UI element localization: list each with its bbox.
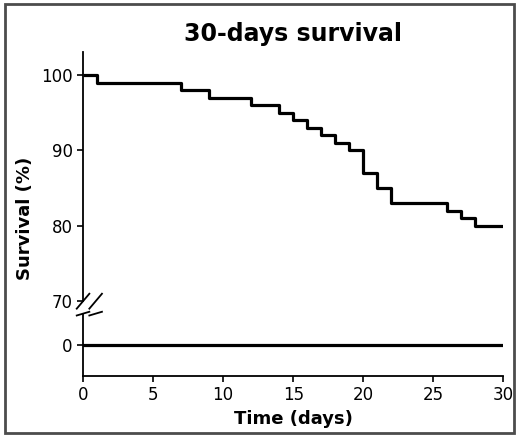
X-axis label: Time (days): Time (days) [234, 410, 353, 428]
Title: 30-days survival: 30-days survival [184, 22, 402, 46]
Text: Survival (%): Survival (%) [16, 157, 34, 280]
